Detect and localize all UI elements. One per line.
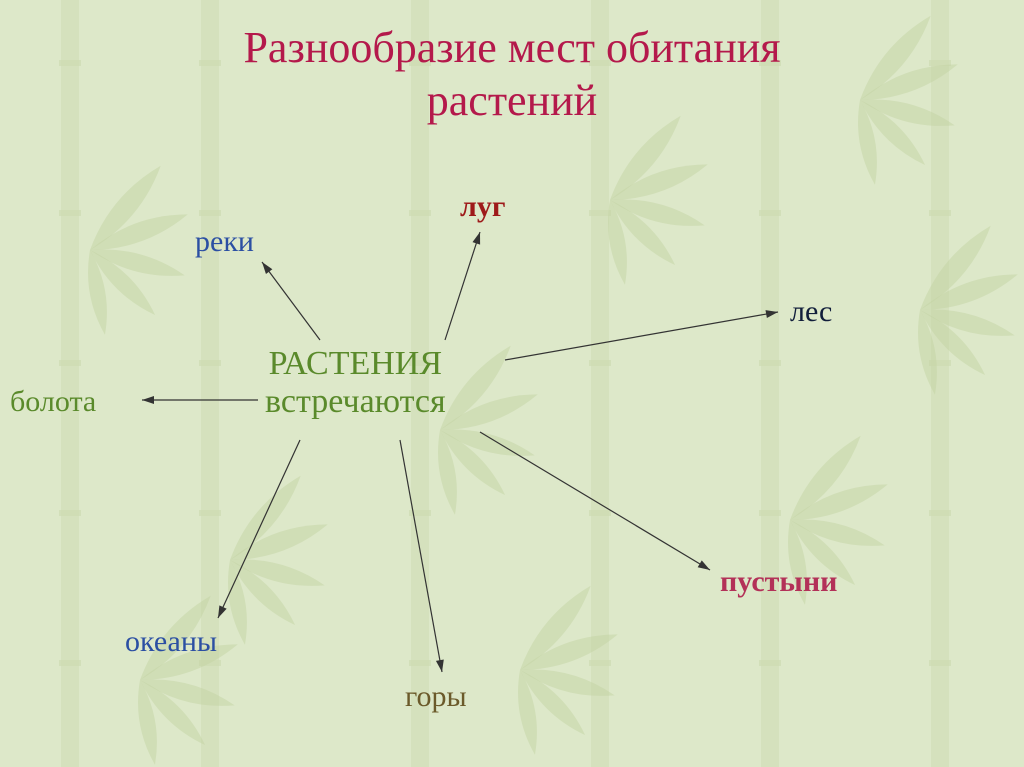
center-node: РАСТЕНИЯ встречаются bbox=[265, 345, 446, 421]
habitat-okeany: океаны bbox=[125, 625, 217, 659]
title-line2: растений bbox=[0, 75, 1024, 128]
habitat-gory: горы bbox=[405, 680, 467, 714]
habitat-reki: реки bbox=[195, 225, 254, 259]
center-line1: РАСТЕНИЯ bbox=[265, 345, 446, 383]
habitat-les: лес bbox=[790, 295, 832, 329]
habitat-bolota: болота bbox=[10, 385, 96, 419]
center-line2: встречаются bbox=[265, 383, 446, 421]
habitat-lug: луг bbox=[460, 190, 505, 224]
title-line1: Разнообразие мест обитания bbox=[0, 22, 1024, 75]
habitat-pustyni: пустыни bbox=[720, 565, 837, 599]
diagram-stage: Разнообразие мест обитания растений РАСТ… bbox=[0, 0, 1024, 767]
slide-title: Разнообразие мест обитания растений bbox=[0, 22, 1024, 128]
